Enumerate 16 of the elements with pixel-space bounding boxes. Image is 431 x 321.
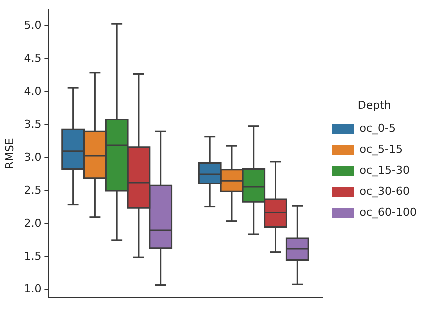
y-tick-label: 2.5 <box>24 184 42 197</box>
legend-label: oc_30-60 <box>360 184 410 198</box>
y-tick-label: 4.5 <box>24 52 42 65</box>
y-tick-label: 3.5 <box>24 118 42 131</box>
y-axis-title: RMSE <box>3 138 16 170</box>
legend-label: oc_0-5 <box>360 122 396 135</box>
y-tick-label: 1.0 <box>24 282 42 296</box>
y-tick-label: 5.0 <box>24 18 42 32</box>
legend-label: oc_15-30 <box>360 164 410 177</box>
y-tick-label: 2.0 <box>24 216 42 230</box>
y-tick-label: 1.5 <box>24 250 42 263</box>
legend-title: Depth <box>358 98 392 112</box>
legend-label: oc_60-100 <box>360 206 418 219</box>
y-tick-label: 4.0 <box>24 84 42 98</box>
y-tick-label: 3.0 <box>24 150 42 164</box>
legend-label: oc_5-15 <box>360 142 404 156</box>
